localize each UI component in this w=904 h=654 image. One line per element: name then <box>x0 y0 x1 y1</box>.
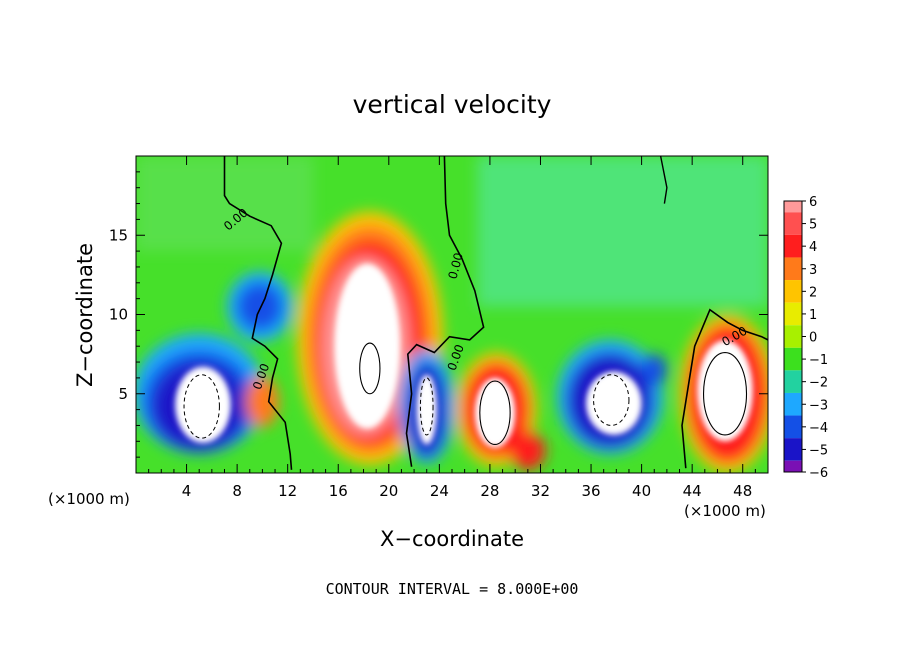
negative-contour <box>593 374 630 426</box>
x-tick-label: 20 <box>379 482 398 500</box>
colorbar-label: 1 <box>809 308 817 323</box>
zero-contour-center <box>405 156 485 467</box>
y-tick-label: 10 <box>109 306 128 324</box>
field-core <box>416 374 437 445</box>
y-axis-ticks: 5 10 15 <box>109 171 768 458</box>
field-core <box>697 339 753 442</box>
colorbar-label: −2 <box>809 376 828 391</box>
zero-contour-top <box>659 156 668 204</box>
colorbar-swatch <box>784 325 802 348</box>
positive-contour <box>479 380 511 446</box>
chart-title: vertical velocity <box>353 90 552 119</box>
colorbar-swatch <box>784 212 802 235</box>
x-tick-label: 40 <box>632 482 651 500</box>
colorbar-label: 3 <box>809 263 817 278</box>
colorbar-swatch <box>784 392 802 416</box>
field-blob <box>641 354 667 386</box>
contour-label: 0.00 <box>446 251 466 280</box>
colorbar-swatch <box>784 460 802 472</box>
colorbar: 6 5 4 3 2 1 0 −1 −2 −3 −4 −5 −6 <box>783 195 828 481</box>
colorbar-label: −5 <box>809 443 828 458</box>
field-core <box>474 377 516 448</box>
velocity-field: 0.000.000.000.000.00 <box>136 156 768 473</box>
colorbar-swatch <box>784 438 802 461</box>
x-tick-label: 8 <box>232 482 242 500</box>
y-tick-label: 5 <box>118 385 128 403</box>
upper-weak-downdraft-region <box>477 156 768 307</box>
zero-contour-right <box>681 308 768 469</box>
field-cores <box>175 263 753 448</box>
x-axis-label: X−coordinate <box>380 527 524 551</box>
colorbar-label: 5 <box>809 218 817 233</box>
colorbar-label: 4 <box>809 240 817 255</box>
contour-interval-note: CONTOUR INTERVAL = 8.000E+00 <box>326 580 579 598</box>
colorbar-label: 2 <box>809 285 817 300</box>
colorbar-label: −4 <box>809 421 828 436</box>
x-tick-label: 16 <box>329 482 348 500</box>
colorbar-swatch <box>784 280 802 303</box>
colorbar-label: 0 <box>809 331 817 346</box>
x-tick-label: 12 <box>278 482 297 500</box>
y-tick-label: 15 <box>109 226 128 244</box>
positive-contour <box>359 342 381 395</box>
x-tick-label: 24 <box>430 482 449 500</box>
negative-contour <box>183 374 220 439</box>
colorbar-swatch <box>784 415 802 439</box>
x-tick-label: 36 <box>581 482 600 500</box>
field-core <box>175 366 231 443</box>
negative-contour <box>419 377 434 436</box>
colorbar-swatch <box>784 370 802 393</box>
x-tick-label: 28 <box>480 482 499 500</box>
x-tick-label: 32 <box>531 482 550 500</box>
colorbar-swatch <box>784 257 802 281</box>
x-axis-ticks: 4 8 12 16 20 24 28 32 36 40 44 48 <box>148 156 756 500</box>
x-tick-label: 44 <box>683 482 702 500</box>
field-core <box>585 371 642 435</box>
colorbar-swatch <box>784 201 802 213</box>
field-core <box>334 263 401 429</box>
x-tick-label: 48 <box>733 482 752 500</box>
x-unit-left: (×1000 m) <box>48 490 130 508</box>
colorbar-label: −3 <box>809 398 828 413</box>
field-blob <box>237 282 283 331</box>
colorbar-swatch <box>784 234 802 258</box>
x-unit-right: (×1000 m) <box>684 502 766 520</box>
x-tick-label: 4 <box>182 482 192 500</box>
y-axis-label: Z−coordinate <box>73 243 97 387</box>
positive-contour <box>702 351 748 436</box>
colorbar-label: 6 <box>809 195 817 210</box>
colorbar-label: −1 <box>809 353 828 368</box>
colorbar-swatch <box>784 302 802 326</box>
colorbar-label: −6 <box>809 466 828 481</box>
field-blob <box>510 431 546 470</box>
colorbar-swatch <box>784 347 802 371</box>
zero-contour-left <box>223 156 293 470</box>
